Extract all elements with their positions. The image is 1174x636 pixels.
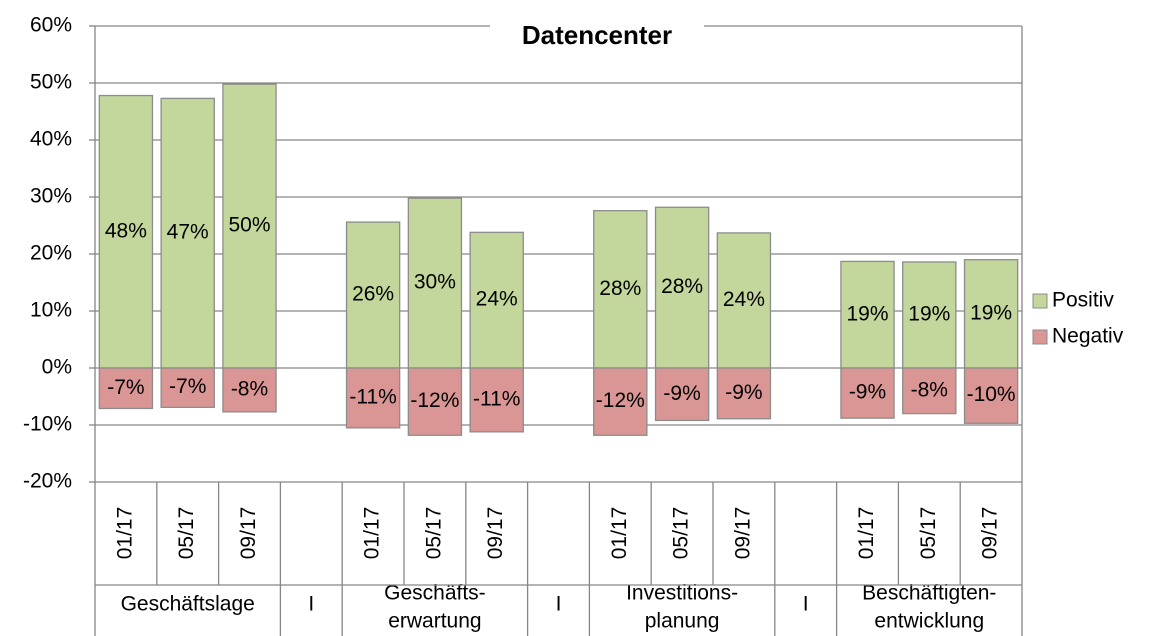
x-tick-label: 09/17 xyxy=(731,507,754,560)
x-tick-label: 09/17 xyxy=(237,507,260,560)
bar xyxy=(160,97,215,369)
y-tick-label: 50% xyxy=(30,71,72,94)
bar xyxy=(963,367,1019,424)
data-label: 47% xyxy=(167,221,209,244)
x-tick-label: 09/17 xyxy=(979,507,1002,560)
data-label: -8% xyxy=(231,377,268,400)
bar xyxy=(407,367,463,436)
bar xyxy=(98,94,154,369)
data-label: 24% xyxy=(476,288,518,311)
legend-label: Positiv xyxy=(1052,289,1114,312)
y-tick-label: -20% xyxy=(23,470,72,493)
group-label: erwartung xyxy=(388,610,481,633)
y-tick-label: 20% xyxy=(30,242,72,265)
x-tick-label: 05/17 xyxy=(670,507,693,560)
group-label: I xyxy=(308,593,314,616)
data-label: -7% xyxy=(107,376,144,399)
data-label: -7% xyxy=(169,375,206,398)
bar xyxy=(840,260,895,369)
data-label: 48% xyxy=(105,219,147,242)
y-tick-label: -10% xyxy=(23,413,72,436)
group-label: I xyxy=(556,593,562,616)
bar xyxy=(98,367,154,410)
data-label: 28% xyxy=(661,275,703,298)
group-label: Beschäftigten- xyxy=(862,582,996,605)
data-label: -10% xyxy=(967,383,1016,406)
x-tick-label: 05/17 xyxy=(422,507,445,560)
legend-swatch xyxy=(1032,329,1048,345)
x-tick-label: 01/17 xyxy=(113,507,136,560)
bar xyxy=(902,367,957,415)
x-tick-label: 09/17 xyxy=(484,507,507,560)
group-label: Geschäftslage xyxy=(121,593,255,616)
data-label: 19% xyxy=(908,303,950,326)
group-label: entwicklung xyxy=(874,610,984,633)
title-background xyxy=(490,16,704,58)
y-tick-label: 30% xyxy=(30,185,72,208)
data-label: -9% xyxy=(725,381,762,404)
data-label: 26% xyxy=(352,283,394,306)
y-tick-label: 10% xyxy=(30,299,72,322)
data-label: -9% xyxy=(849,381,886,404)
bar xyxy=(716,232,772,369)
y-tick-label: 0% xyxy=(42,356,72,379)
bar xyxy=(716,367,772,420)
x-tick-label: 05/17 xyxy=(175,507,198,560)
group-label: I xyxy=(803,593,809,616)
bar xyxy=(902,261,957,369)
bar xyxy=(593,367,648,436)
bar xyxy=(654,206,710,369)
data-label: -11% xyxy=(349,385,396,408)
bar xyxy=(963,259,1019,369)
data-label: 50% xyxy=(228,214,270,237)
x-tick-label: 01/17 xyxy=(361,507,384,560)
bar xyxy=(222,83,277,369)
bar xyxy=(160,367,215,408)
data-label: -9% xyxy=(663,382,700,405)
bar xyxy=(345,367,401,429)
data-label: 24% xyxy=(723,288,765,311)
bar xyxy=(469,231,524,369)
bar xyxy=(654,367,710,422)
legend-swatch xyxy=(1032,293,1048,309)
x-tick-label: 05/17 xyxy=(917,507,940,560)
y-tick-label: 40% xyxy=(30,128,72,151)
data-label: -8% xyxy=(911,378,948,401)
bar xyxy=(593,210,648,369)
bar xyxy=(469,367,524,433)
legend-label: Negativ xyxy=(1052,325,1124,348)
group-label: planung xyxy=(645,610,720,633)
data-label: 30% xyxy=(414,271,456,294)
group-label: Geschäfts- xyxy=(384,582,486,605)
x-tick-label: 01/17 xyxy=(855,507,878,560)
bar xyxy=(407,197,463,369)
data-label: 28% xyxy=(599,277,641,300)
x-tick-label: 01/17 xyxy=(608,507,631,560)
bar xyxy=(345,221,401,369)
data-label: 19% xyxy=(846,302,888,325)
y-tick-label: 60% xyxy=(30,14,72,37)
data-label: -12% xyxy=(410,389,459,412)
chart-title: Datencenter xyxy=(522,20,672,50)
data-label: -12% xyxy=(596,389,645,412)
data-label: 19% xyxy=(970,301,1012,324)
group-label: Investitions- xyxy=(626,582,738,605)
bar xyxy=(222,367,277,413)
bar xyxy=(840,367,895,419)
data-label: -11% xyxy=(473,387,520,410)
